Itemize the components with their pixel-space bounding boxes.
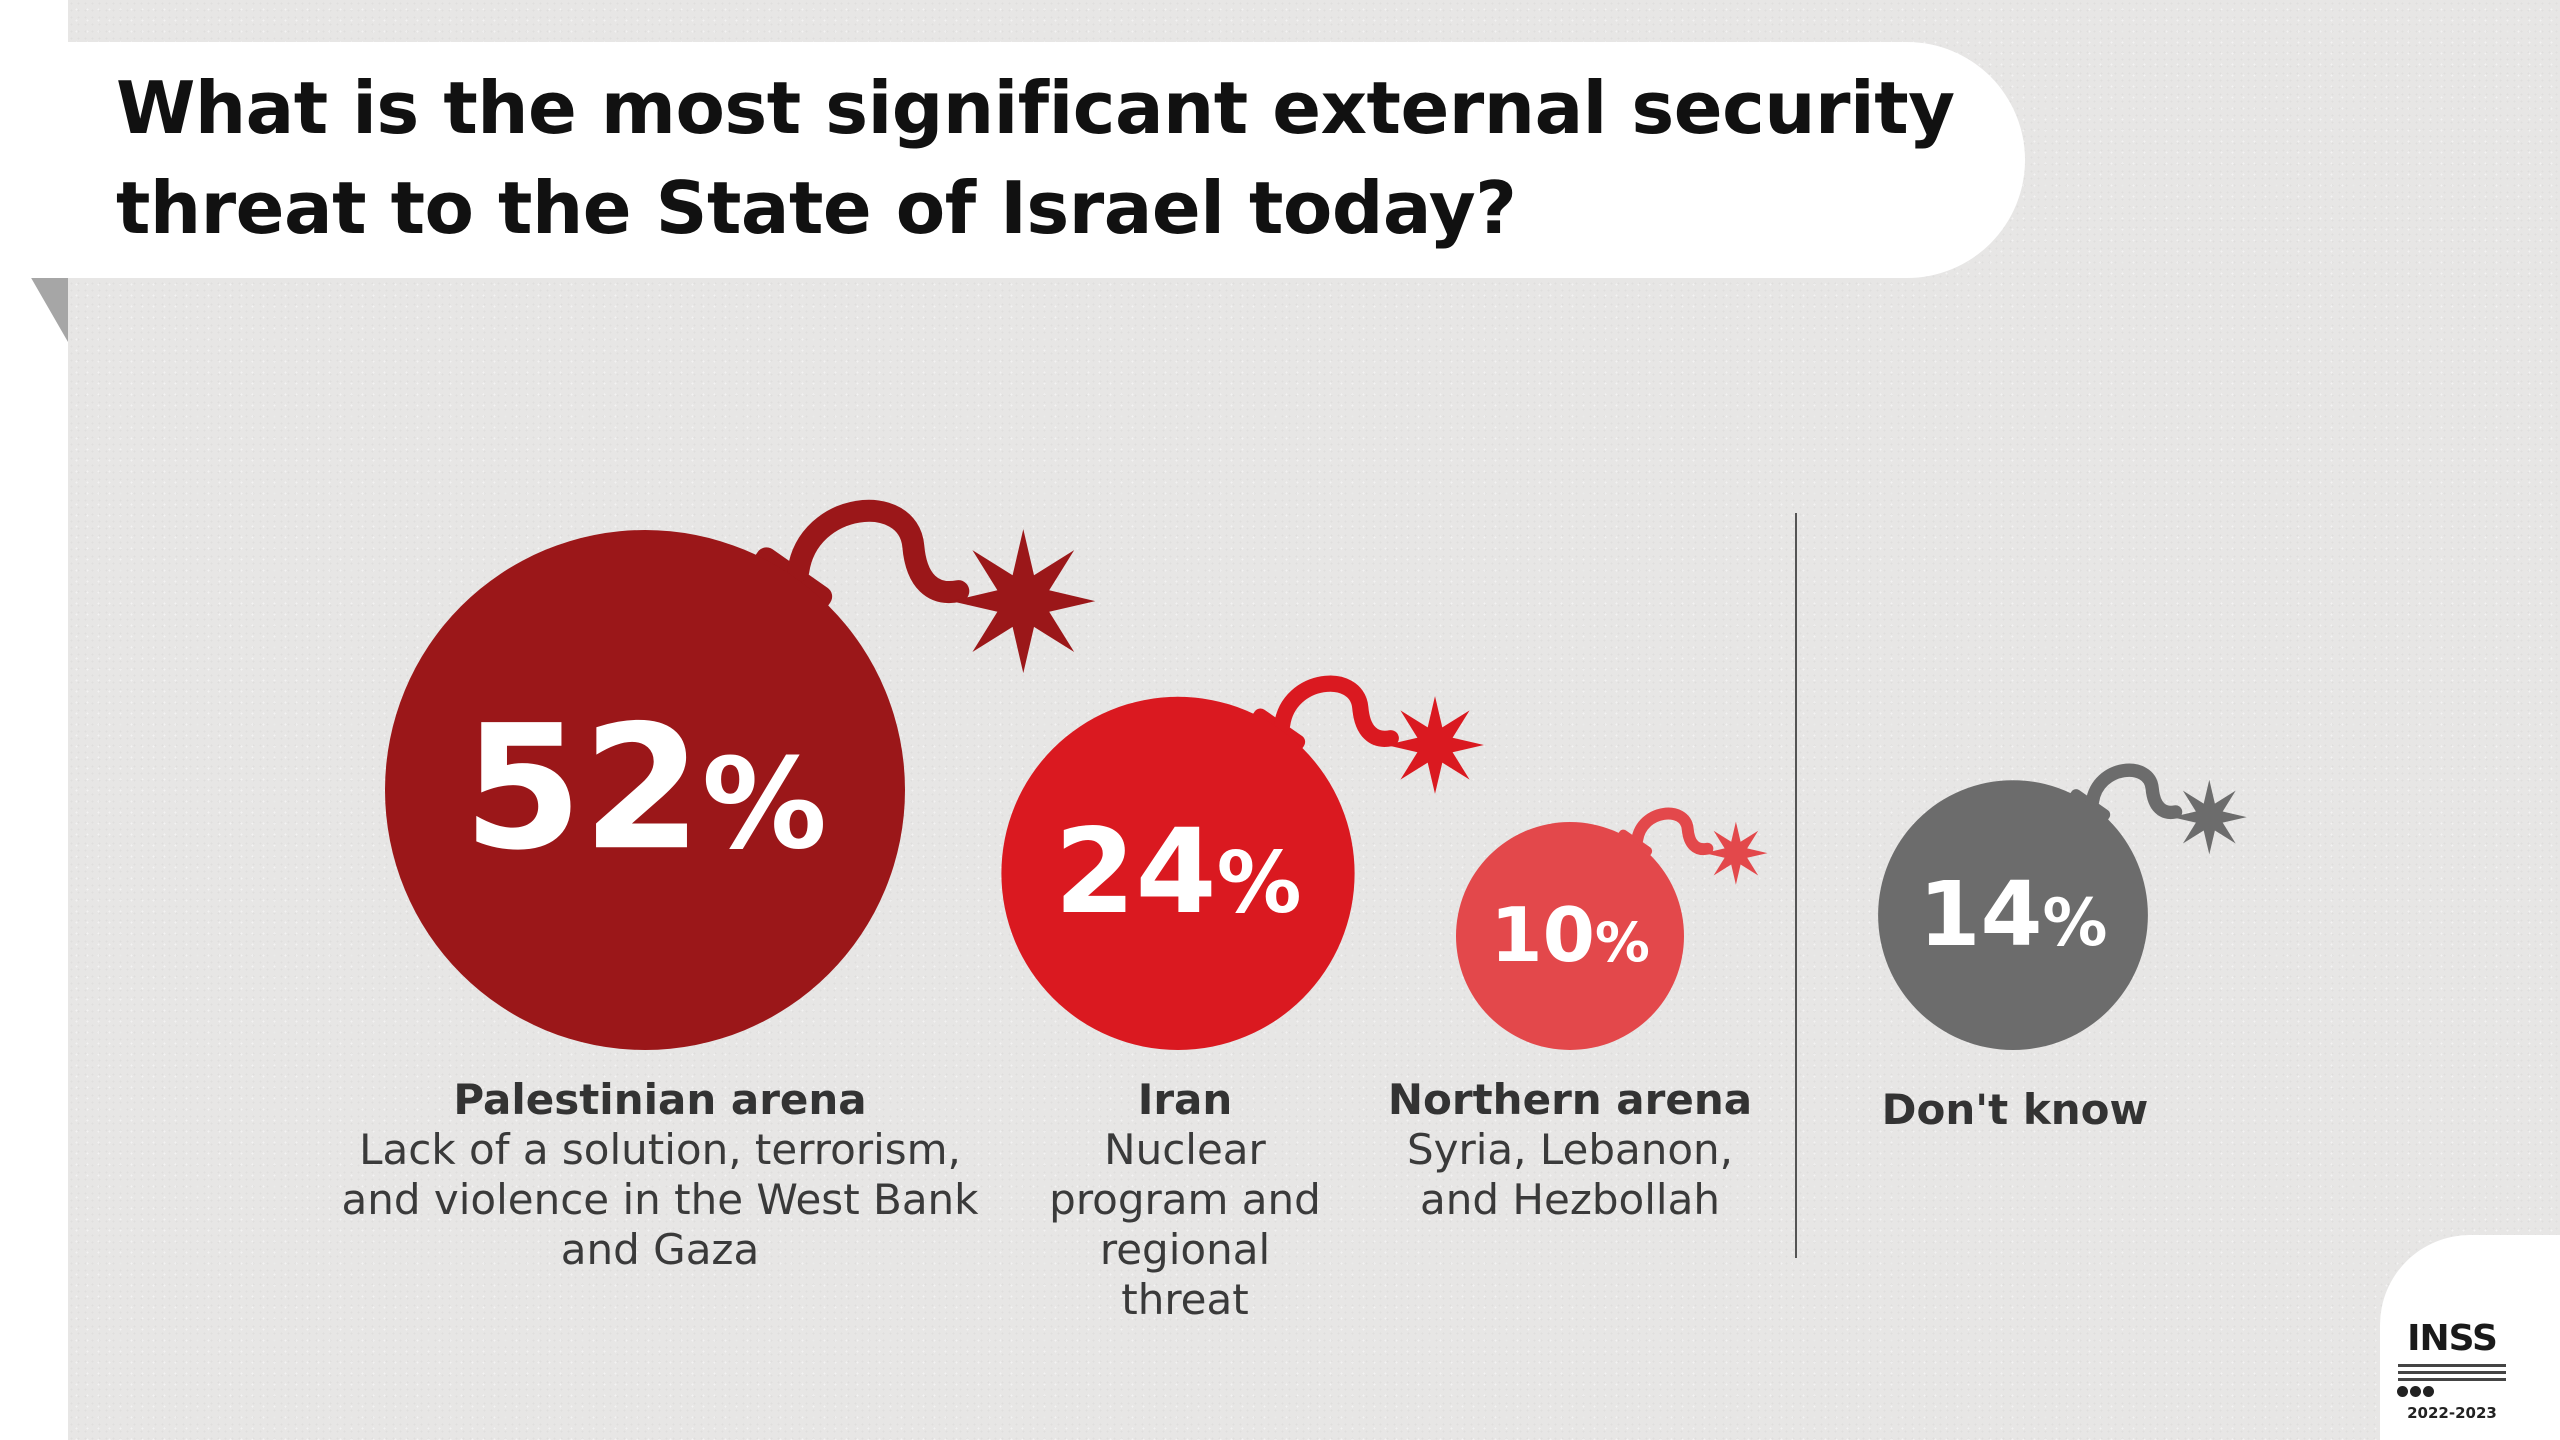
bomb-body <box>1878 780 2148 1050</box>
category-label-iran: Iran Nuclear program and regional threat <box>1030 1075 1340 1325</box>
bomb-spark <box>1704 821 1768 885</box>
inss-logo: INSS <box>2407 1318 2498 1359</box>
category-sub: Syria, Lebanon, and Hezbollah <box>1406 1125 1734 1224</box>
category-sub: Lack of a solution, terrorism, and viole… <box>341 1125 979 1274</box>
logo-partner-marks <box>2397 1382 2436 1401</box>
category-label-northern: Northern arena Syria, Lebanon, and Hezbo… <box>1380 1075 1760 1225</box>
bomb-body <box>1456 822 1684 1050</box>
logo-subtext-lines <box>2392 1360 2512 1385</box>
divider-line <box>1795 513 1797 1258</box>
bomb-fuse <box>1274 675 1399 747</box>
value-label: 24% <box>1054 805 1301 940</box>
logo-year: 2022-2023 <box>2407 1404 2497 1422</box>
category-head: Iran <box>1137 1075 1233 1124</box>
bomb-palestinian: 52% <box>385 499 1096 1050</box>
bomb-dont-know: 14% <box>1878 763 2247 1050</box>
category-head: Palestinian arena <box>453 1075 867 1124</box>
category-label-palestinian: Palestinian arena Lack of a solution, te… <box>320 1075 1000 1275</box>
bomb-fuse <box>2085 763 2183 820</box>
bomb-fuse <box>1631 807 1714 856</box>
category-head: Northern arena <box>1387 1075 1753 1124</box>
bomb-body <box>1001 696 1355 1050</box>
category-sub: Nuclear program and regional threat <box>1049 1125 1321 1324</box>
bomb-spark <box>2171 779 2247 855</box>
bomb-northern: 10% <box>1456 807 1768 1050</box>
title-banner <box>0 42 2025 278</box>
logo-panel <box>2380 1235 2560 1440</box>
value-label: 14% <box>1919 862 2108 966</box>
category-head: Don't know <box>1881 1085 2149 1134</box>
category-label-dont-know: Don't know <box>1830 1085 2200 1135</box>
bomb-fuse <box>787 499 970 603</box>
bomb-spark <box>1386 696 1484 794</box>
chart-title: What is the most significant external se… <box>116 66 1955 250</box>
bomb-iran: 24% <box>1001 675 1484 1050</box>
bomb-spark <box>951 529 1096 674</box>
value-label: 52% <box>463 689 827 888</box>
bomb-body <box>385 530 905 1050</box>
value-label: 10% <box>1490 891 1650 979</box>
